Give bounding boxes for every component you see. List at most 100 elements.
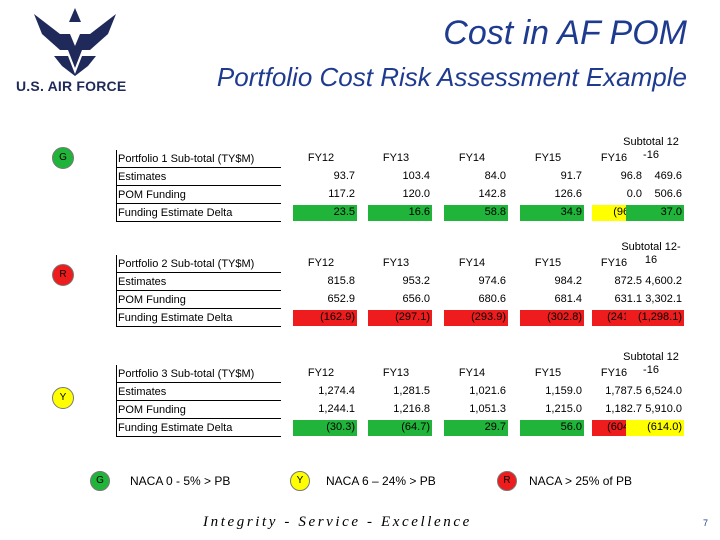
delta-cell-fill: [626, 420, 684, 436]
column-header: Subtotal 12 -16: [623, 351, 679, 376]
status-indicator: Y: [52, 387, 74, 409]
row-divider: [117, 382, 281, 383]
delta-cell-fill: [368, 205, 432, 221]
estimates-value: 1,274.4: [318, 385, 355, 397]
row-divider: [117, 185, 281, 186]
delta-cell-fill: [444, 205, 508, 221]
legend-text: NACA 6 – 24% > PB: [326, 474, 436, 488]
pom-value: 652.9: [327, 293, 355, 305]
page-subtitle: Portfolio Cost Risk Assessment Example: [216, 62, 687, 92]
legend-status-indicator: Y: [290, 471, 310, 491]
column-header: FY16: [600, 152, 628, 164]
row-divider: [117, 418, 281, 419]
portfolio-label: Portfolio 2 Sub-total (TY$M): [118, 258, 255, 270]
pom-value: 1,215.0: [545, 403, 582, 415]
row-label: POM Funding: [118, 404, 186, 416]
estimates-value: 84.0: [484, 170, 506, 182]
delta-cell-fill: [520, 310, 584, 326]
column-header: FY14: [458, 367, 486, 379]
pom-value: 1,216.8: [393, 403, 430, 415]
delta-value: (293.9): [471, 311, 506, 323]
row-divider: [117, 400, 281, 401]
legend-text: NACA > 25% of PB: [529, 474, 633, 488]
delta-value: 56.0: [560, 421, 582, 433]
pom-value: 126.6: [554, 188, 582, 200]
column-header: FY12: [307, 152, 335, 164]
pom-value: 680.6: [478, 293, 506, 305]
delta-cell-fill: [293, 310, 357, 326]
estimates-value: 984.2: [554, 275, 582, 287]
estimates-value: 93.7: [333, 170, 355, 182]
legend-status-indicator: R: [497, 471, 517, 491]
column-header: FY14: [458, 257, 486, 269]
row-label: Funding Estimate Delta: [118, 207, 233, 219]
column-header: FY12: [307, 367, 335, 379]
pom-value: 120.0: [402, 188, 430, 200]
row-label: Estimates: [118, 386, 167, 398]
delta-cell-fill: [520, 420, 584, 436]
estimates-value: 1,787.5: [605, 385, 642, 397]
column-header: FY15: [534, 152, 562, 164]
pom-value: 142.8: [478, 188, 506, 200]
row-label: POM Funding: [118, 294, 186, 306]
delta-cell-fill: [626, 205, 684, 221]
row-border: [116, 255, 117, 327]
footer-motto: Integrity - Service - Excellence: [203, 514, 472, 530]
row-divider: [117, 221, 281, 222]
column-header: FY14: [458, 152, 486, 164]
pom-value: 1,051.3: [469, 403, 506, 415]
pom-value: 506.6: [654, 188, 682, 200]
row-label: Estimates: [118, 171, 167, 183]
column-header: Subtotal 12-16: [621, 241, 681, 266]
delta-value: 23.5: [333, 206, 355, 218]
delta-value: (64.7): [401, 421, 430, 433]
row-label: Estimates: [118, 276, 167, 288]
delta-cell-fill: [368, 420, 432, 436]
estimates-value: 1,159.0: [545, 385, 582, 397]
air-force-wordmark: U.S. AIR FORCE: [16, 78, 127, 94]
row-label: Funding Estimate Delta: [118, 422, 233, 434]
estimates-value: 91.7: [560, 170, 582, 182]
estimates-value: 6,524.0: [645, 385, 682, 397]
pom-value: 631.1: [614, 293, 642, 305]
estimates-value: 1,021.6: [469, 385, 506, 397]
column-header: FY16: [600, 367, 628, 379]
column-header: FY16: [600, 257, 628, 269]
pom-value: 0.0: [626, 188, 642, 200]
status-indicator: R: [52, 264, 74, 286]
delta-value: 16.6: [408, 206, 430, 218]
column-header: FY13: [382, 152, 410, 164]
delta-value: 58.8: [484, 206, 506, 218]
column-header: FY13: [382, 367, 410, 379]
legend-text: NACA 0 - 5% > PB: [130, 474, 231, 488]
delta-cell-fill: [293, 420, 357, 436]
delta-cell-fill: [626, 310, 684, 326]
pom-value: 681.4: [554, 293, 582, 305]
delta-value: (297.1): [395, 311, 430, 323]
column-header: FY13: [382, 257, 410, 269]
delta-cell-fill: [444, 420, 508, 436]
row-divider: [117, 203, 281, 204]
estimates-value: 815.8: [327, 275, 355, 287]
delta-value: 29.7: [484, 421, 506, 433]
column-header: Subtotal 12 -16: [623, 136, 679, 161]
column-header: FY15: [534, 257, 562, 269]
column-header: FY15: [534, 367, 562, 379]
estimates-value: 96.8: [620, 170, 642, 182]
delta-value: 34.9: [560, 206, 582, 218]
delta-cell-fill: [368, 310, 432, 326]
pom-value: 117.2: [328, 188, 355, 200]
row-divider: [117, 290, 281, 291]
delta-cell-fill: [520, 205, 584, 221]
delta-value: (30.3): [326, 421, 355, 433]
row-label: POM Funding: [118, 189, 186, 201]
page-number: 7: [703, 518, 709, 528]
estimates-value: 103.4: [402, 170, 430, 182]
estimates-value: 1,281.5: [393, 385, 430, 397]
row-divider: [117, 167, 281, 168]
row-divider: [117, 308, 281, 309]
estimates-value: 953.2: [402, 275, 430, 287]
row-border: [116, 365, 117, 437]
delta-cell-fill: [293, 205, 357, 221]
estimates-value: 4,600.2: [645, 275, 682, 287]
